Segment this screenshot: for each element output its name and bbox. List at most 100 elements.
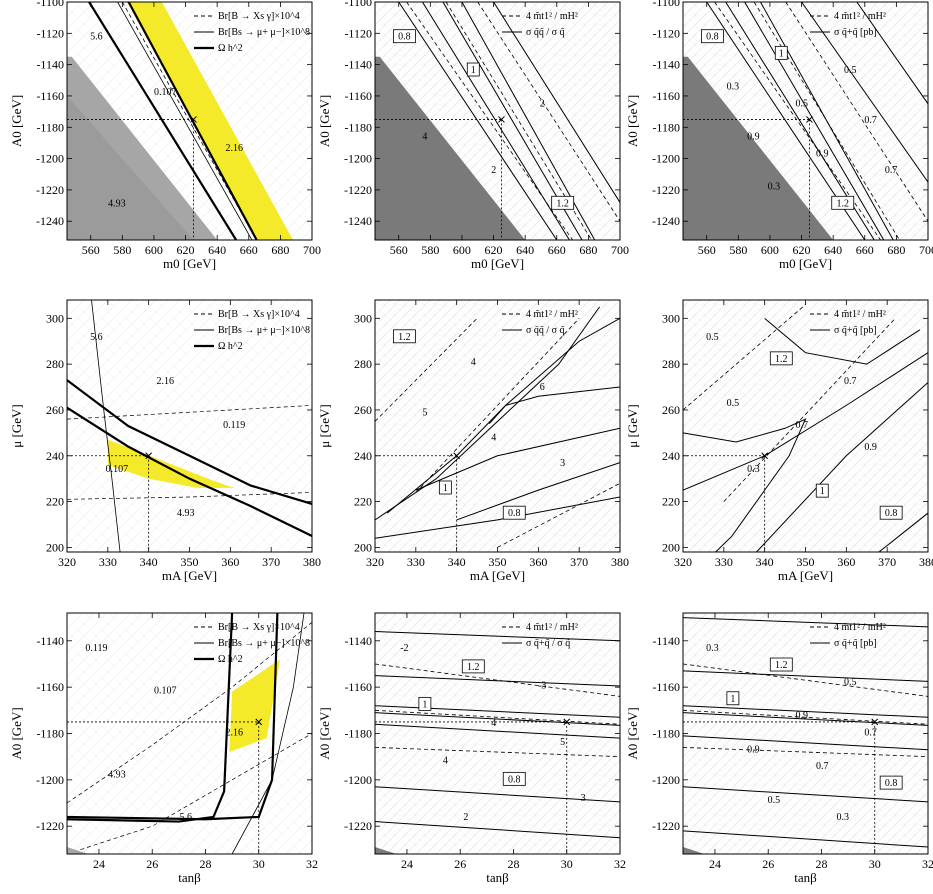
contour-label-box	[769, 351, 793, 366]
contour-label: 0.8	[885, 778, 898, 789]
benchmark-marker	[190, 116, 197, 123]
x-tick-label: 600	[145, 243, 163, 257]
x-tick-label: 24	[709, 857, 721, 871]
omega-contour-0107	[67, 406, 312, 537]
y-axis-label: μ [GeV]	[625, 404, 640, 447]
x-axis-label: tanβ	[794, 870, 817, 885]
mstop-contour	[683, 304, 806, 411]
contour-label: 4.93	[108, 770, 126, 781]
sigma-contour	[683, 617, 928, 628]
x-axis-label: mA [GeV]	[778, 568, 833, 583]
sigma-contour	[760, 2, 894, 240]
y-tick-label: -1200	[652, 773, 680, 787]
y-tick-label: -1160	[652, 89, 680, 103]
contour-label: 4	[491, 718, 496, 729]
sigma-contour	[856, 2, 928, 105]
y-tick-label: -1160	[344, 680, 372, 694]
contour-label: 0.7	[864, 115, 877, 126]
x-tick-label: 32	[306, 857, 318, 871]
y-axis-label: A0 [GeV]	[9, 95, 24, 147]
contour-label: 0.107	[106, 464, 129, 475]
x-tick-label: 360	[837, 555, 855, 569]
plot-background	[375, 613, 620, 854]
x-tick-label: 560	[82, 243, 100, 257]
contour-label-box	[392, 329, 416, 344]
bsg-contour-493	[67, 492, 312, 500]
legend-entry: σ q̃+q̃ [pb]	[834, 325, 877, 336]
contour-label: 0.3	[727, 82, 740, 93]
legend-entry: σ q̃q̃ / σ q̃	[526, 325, 565, 336]
x-tick-label: 680	[271, 243, 289, 257]
y-tick-label: 280	[46, 357, 64, 371]
x-tick-label: 640	[824, 243, 842, 257]
benchmark-marker	[255, 718, 263, 726]
y-tick-label: 260	[662, 403, 680, 417]
contour-label: 0.9	[816, 148, 829, 159]
x-tick-label: 560	[698, 243, 716, 257]
y-tick-label: -1160	[36, 680, 64, 694]
contour-label: 5.6	[90, 332, 103, 343]
x-tick-label: 370	[570, 555, 588, 569]
sigma-contour	[375, 712, 620, 726]
contour-label-box	[466, 62, 480, 77]
x-tick-label: 580	[729, 243, 747, 257]
panel-1-0: 320 330 340 350 360 370 380 200 220 240 260 280 300 m…	[9, 299, 321, 583]
contour-label: 2.16	[225, 728, 243, 739]
sigma-contour-6	[488, 386, 620, 425]
benchmark-marker	[871, 718, 879, 726]
plot-area	[375, 300, 620, 552]
contour-label: 3	[581, 793, 586, 804]
y-tick-label: -1220	[652, 819, 680, 833]
contour-label: 0.7	[844, 376, 857, 387]
x-tick-label: 28	[507, 857, 519, 871]
x-axis-label: tanβ	[486, 870, 509, 885]
x-tick-label: 620	[177, 243, 195, 257]
y-tick-label: -1220	[36, 183, 64, 197]
x-axis-label: m0 [GeV]	[779, 256, 832, 271]
x-tick-label: 320	[58, 555, 76, 569]
excluded-region	[375, 847, 397, 854]
sigma-contour-5	[415, 427, 620, 491]
bsmumu-contour-56	[91, 300, 121, 552]
y-tick-label: -1220	[344, 819, 372, 833]
y-tick-label: -1240	[36, 214, 64, 228]
y-tick-label: -1180	[652, 120, 680, 134]
contour-label: 0.5	[844, 677, 857, 688]
contour-label: 0.5	[796, 98, 809, 109]
mstop-contour	[375, 747, 620, 758]
mstop-contour	[415, 318, 580, 493]
mstop-contour	[375, 663, 620, 697]
y-tick-label: 200	[46, 540, 64, 554]
sigma-contour	[375, 786, 620, 803]
x-tick-label: 370	[262, 555, 280, 569]
sigma-contour	[398, 2, 558, 240]
y-tick-label: 200	[354, 540, 372, 554]
y-tick-label: -1140	[652, 58, 680, 72]
y-tick-label: 240	[354, 449, 372, 463]
x-axis-label: mA [GeV]	[162, 568, 217, 583]
omega-contour-0119	[67, 379, 312, 505]
contour-label: 4.93	[177, 508, 195, 519]
contour-label: -3	[538, 681, 546, 692]
x-tick-label: 640	[208, 243, 226, 257]
x-tick-label: 350	[181, 555, 199, 569]
plot-area	[683, 613, 928, 854]
panel-0-1: 560 580 600 620 640 660 680 700 -1100 -1120 -1140 -…	[317, 0, 629, 271]
y-tick-label: 300	[354, 311, 372, 325]
y-tick-label: 300	[46, 311, 64, 325]
contour-label: -2	[400, 643, 408, 654]
sigma-contour-05	[756, 382, 928, 552]
y-tick-label: -1240	[344, 214, 372, 228]
bsg-contour-216	[67, 621, 312, 804]
x-tick-label: 380	[303, 555, 321, 569]
legend-entry: Br[B → Xs γ]×10^4	[218, 11, 300, 22]
x-tick-label: 30	[561, 857, 573, 871]
contour-label-box	[879, 505, 903, 520]
omega-contour-0119	[67, 613, 234, 823]
y-tick-label: 220	[354, 495, 372, 509]
x-tick-label: 370	[878, 555, 896, 569]
y-tick-label: 240	[46, 449, 64, 463]
allowed-band	[229, 659, 281, 753]
y-tick-label: -1180	[36, 120, 64, 134]
contour-label-box	[701, 29, 724, 44]
